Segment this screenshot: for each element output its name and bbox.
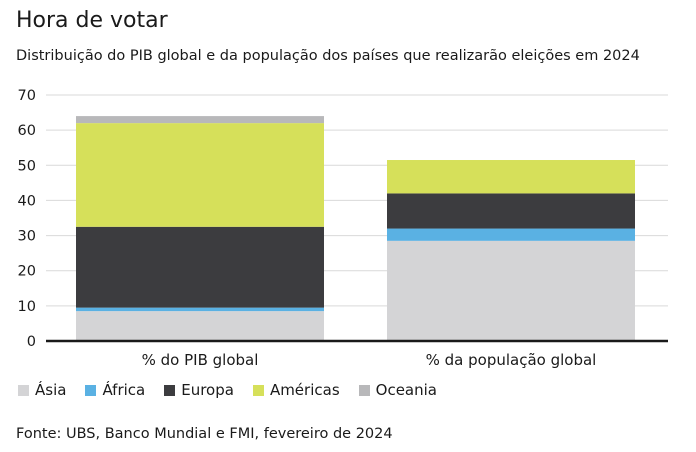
bar-segment — [76, 307, 324, 312]
legend-swatch — [164, 384, 176, 396]
y-tick-label: 70 — [18, 88, 36, 104]
legend-item: Américas — [252, 381, 340, 399]
legend-swatch — [358, 384, 370, 396]
bar-segment — [76, 116, 324, 124]
bar-segment — [387, 240, 635, 341]
bar-segment — [387, 160, 635, 194]
legend-item: Europa — [164, 381, 234, 399]
y-tick-label: 0 — [27, 334, 36, 350]
chart-title: Hora de votar — [16, 8, 168, 33]
bar-segment — [387, 228, 635, 241]
bar-segment — [76, 123, 324, 227]
y-tick-label: 10 — [18, 299, 36, 315]
stacked-bar-chart: 0 10 20 30 40 50 60 70 % do PIB global % da popul… — [18, 88, 668, 369]
legend-swatch — [18, 384, 29, 396]
legend-label: Europa — [181, 381, 234, 399]
legend-swatch — [252, 384, 264, 396]
legend-item: Ásia — [18, 381, 66, 399]
x-tick-label: % da população global — [426, 351, 597, 369]
bar-segment — [76, 226, 324, 308]
legend: Ásia África Europa Américas Oceania — [18, 381, 456, 399]
bar-segment — [76, 311, 324, 341]
legend-swatch — [85, 384, 97, 396]
y-tick-label: 40 — [18, 193, 36, 209]
chart-subtitle: Distribuição do PIB global e da populaçã… — [16, 48, 640, 64]
legend-label: África — [102, 381, 146, 399]
x-tick-label: % do PIB global — [142, 351, 259, 369]
y-tick-label: 30 — [18, 229, 36, 245]
legend-label: Américas — [269, 381, 340, 399]
legend-label: Oceania — [375, 381, 437, 399]
y-tick-label: 60 — [18, 123, 36, 139]
source-note: Fonte: UBS, Banco Mundial e FMI, feverei… — [16, 426, 393, 442]
legend-label: Ásia — [35, 381, 67, 399]
y-tick-label: 20 — [18, 264, 36, 280]
bar-segment — [387, 193, 635, 229]
legend-item: Oceania — [358, 381, 437, 399]
y-tick-label: 50 — [18, 158, 36, 174]
legend-item: África — [85, 381, 145, 399]
